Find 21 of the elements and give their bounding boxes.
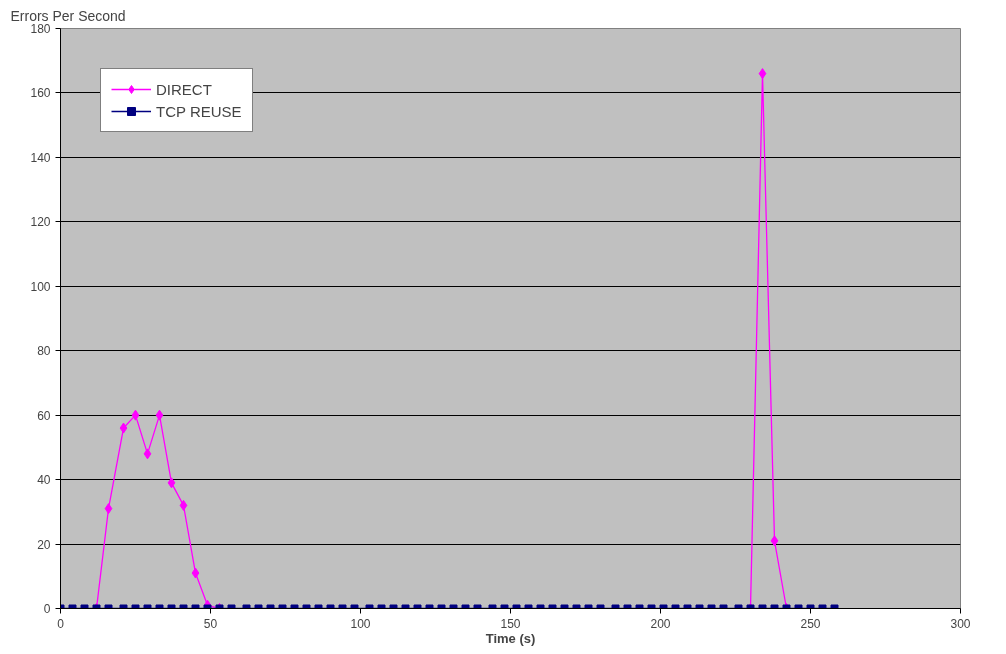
y-tick-label: 20 <box>37 537 51 552</box>
y-axis-title: Errors Per Second <box>10 7 126 24</box>
x-tick-label: 100 <box>350 616 371 631</box>
y-tick-label: 140 <box>30 150 51 165</box>
x-tick-label: 0 <box>57 616 65 631</box>
x-tick-label: 150 <box>500 616 521 631</box>
x-tick-label: 200 <box>650 616 671 631</box>
x-tick-label: 50 <box>203 616 218 631</box>
y-tick-label: 100 <box>30 279 51 294</box>
x-tick-label: 250 <box>800 616 821 631</box>
legend-label: TCP REUSE <box>156 102 242 120</box>
y-tick-label: 180 <box>30 22 51 36</box>
x-tick-label: 300 <box>950 616 971 631</box>
y-tick-label: 0 <box>43 602 51 616</box>
y-tick-label: 60 <box>37 408 51 423</box>
y-tick-label: 160 <box>30 86 51 101</box>
y-tick-label: 80 <box>37 344 51 359</box>
y-tick-label: 120 <box>30 215 51 230</box>
y-tick-label: 40 <box>37 473 51 488</box>
legend-label: DIRECT <box>156 80 212 98</box>
x-axis-title: Time (s) <box>485 630 536 646</box>
